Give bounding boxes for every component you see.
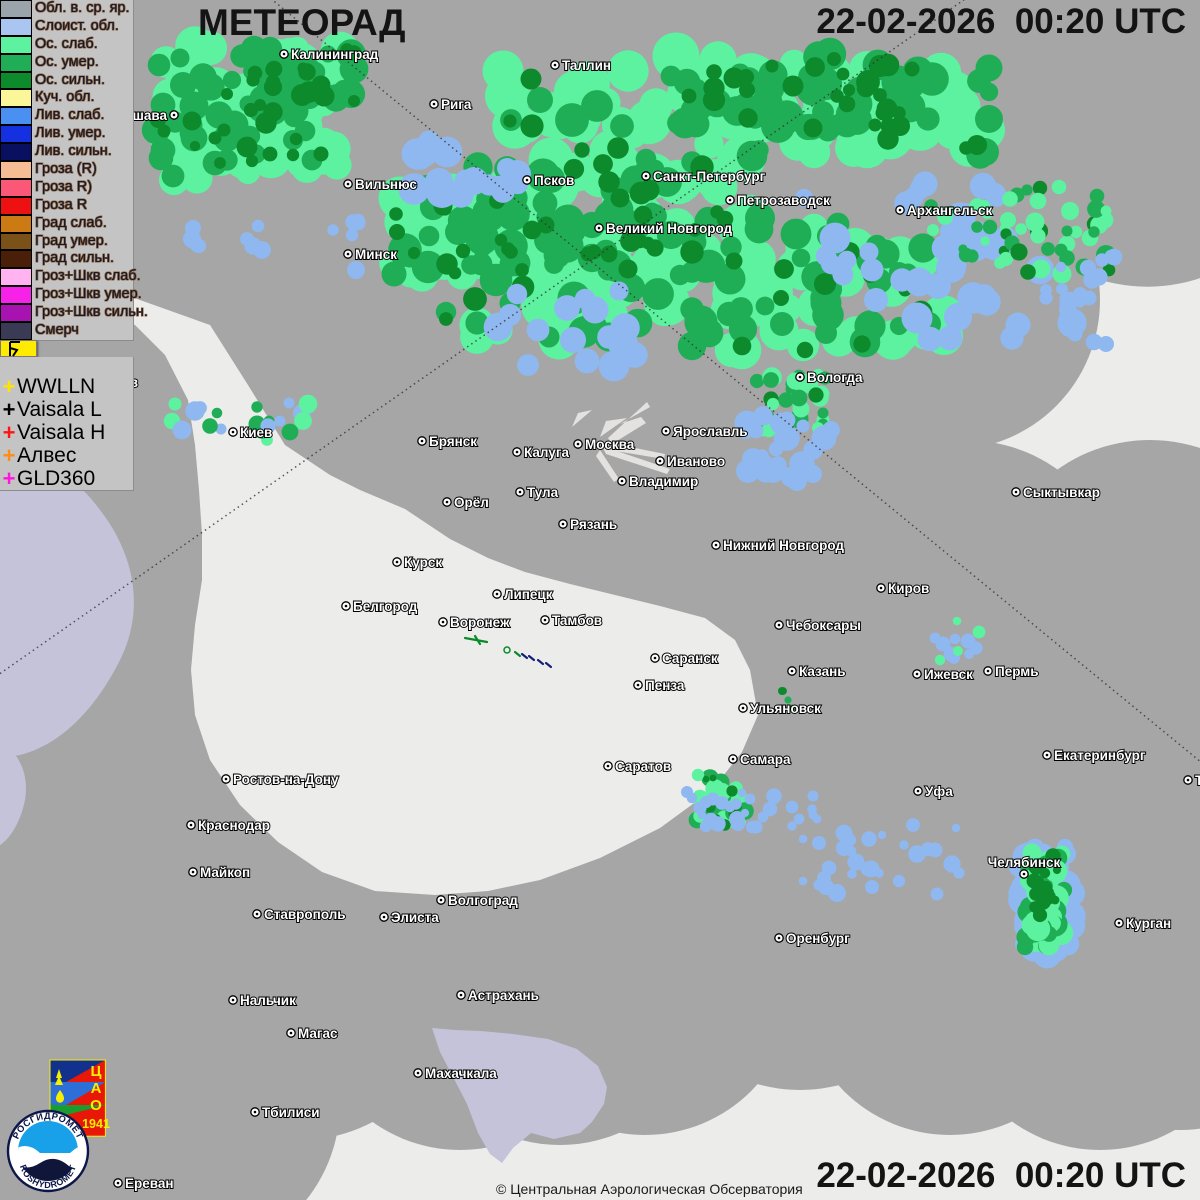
svg-text:Сыктывкар: Сыктывкар [1023, 485, 1100, 500]
svg-text:Курск: Курск [404, 555, 442, 570]
svg-text:Брянск: Брянск [429, 434, 477, 449]
svg-text:Санкт-Петербург: Санкт-Петербург [653, 169, 766, 184]
svg-text:А: А [91, 1080, 102, 1097]
svg-text:Тюмень: Тюмень [1195, 773, 1200, 788]
svg-text:Ставрополь: Ставрополь [264, 907, 346, 922]
svg-text:Москва: Москва [585, 437, 635, 452]
svg-text:Тбилиси: Тбилиси [262, 1105, 320, 1120]
svg-text:Уфа: Уфа [925, 784, 953, 799]
svg-text:Волгоград: Волгоград [448, 893, 518, 908]
svg-text:Ульяновск: Ульяновск [750, 701, 821, 716]
svg-text:Липецк: Липецк [504, 587, 553, 602]
svg-text:Нижний Новгород: Нижний Новгород [723, 538, 844, 553]
svg-text:Пенза: Пенза [645, 678, 685, 693]
svg-text:Чебоксары: Чебоксары [786, 618, 861, 633]
svg-text:Астрахань: Астрахань [468, 988, 539, 1003]
svg-text:Владимир: Владимир [629, 474, 698, 489]
svg-text:Минск: Минск [355, 247, 397, 262]
svg-text:Ростов-на-Дону: Ростов-на-Дону [233, 772, 339, 787]
svg-text:Ярославль: Ярославль [673, 424, 748, 439]
svg-text:Киев: Киев [240, 425, 272, 440]
svg-text:Вильнюс: Вильнюс [355, 177, 417, 192]
svg-text:Краснодар: Краснодар [198, 818, 270, 833]
svg-text:Пермь: Пермь [995, 664, 1039, 679]
svg-text:Саратов: Саратов [615, 759, 671, 774]
svg-text:Вологда: Вологда [807, 370, 863, 385]
svg-text:О: О [90, 1097, 102, 1114]
svg-text:Калуга: Калуга [524, 445, 569, 460]
svg-text:Петрозаводск: Петрозаводск [737, 193, 830, 208]
svg-text:Воронеж: Воронеж [450, 615, 510, 630]
svg-text:Ижевск: Ижевск [924, 667, 973, 682]
svg-text:Тамбов: Тамбов [552, 613, 602, 628]
svg-text:Майкоп: Майкоп [200, 865, 250, 880]
svg-text:Ц: Ц [91, 1063, 102, 1080]
svg-text:Нальчик: Нальчик [240, 993, 296, 1008]
svg-text:Магас: Магас [298, 1026, 338, 1041]
svg-text:Псков: Псков [534, 173, 574, 188]
svg-text:Саранск: Саранск [662, 651, 718, 666]
svg-text:Архангельск: Архангельск [907, 203, 993, 218]
svg-text:Великий Новгород: Великий Новгород [606, 221, 733, 236]
svg-text:Иваново: Иваново [667, 454, 725, 469]
svg-text:Орёл: Орёл [454, 495, 489, 510]
svg-text:Таллин: Таллин [562, 58, 611, 73]
svg-text:Казань: Казань [799, 664, 846, 679]
svg-text:Рязань: Рязань [570, 517, 617, 532]
svg-text:Киров: Киров [888, 581, 929, 596]
svg-text:Оренбург: Оренбург [786, 931, 850, 946]
svg-text:Челябинск: Челябинск [988, 855, 1061, 870]
svg-text:Тула: Тула [527, 485, 559, 500]
svg-text:Курган: Курган [1126, 916, 1171, 931]
svg-text:Екатеринбург: Екатеринбург [1054, 748, 1146, 763]
svg-text:Белгород: Белгород [353, 599, 418, 614]
svg-text:Калининград: Калининград [291, 47, 379, 62]
svg-text:Махачкала: Махачкала [425, 1066, 497, 1081]
svg-text:Элиста: Элиста [391, 910, 439, 925]
svg-text:Рига: Рига [441, 97, 472, 112]
svg-text:Самара: Самара [740, 752, 791, 767]
